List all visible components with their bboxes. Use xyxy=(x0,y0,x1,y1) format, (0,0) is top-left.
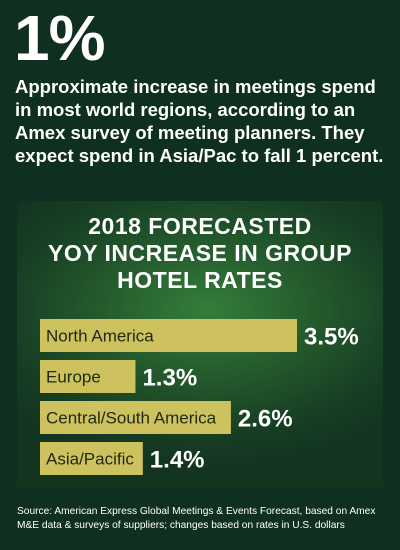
bar-category-label: Europe xyxy=(46,368,101,387)
chart-title-line-3: HOTEL RATES xyxy=(117,267,283,293)
chart-title-line-2: YOY INCREASE IN GROUP xyxy=(47,240,353,266)
bar-value-label: 3.5% xyxy=(304,324,359,351)
headline-description: Approximate increase in meetings spend i… xyxy=(15,76,384,166)
bar-category-label: North America xyxy=(46,327,154,346)
bar-central-south-america xyxy=(40,401,231,434)
bar-category-label: Central/South America xyxy=(46,409,217,428)
bar-value-label: 1.4% xyxy=(150,447,205,474)
bar-category-label: Asia/Pacific xyxy=(46,450,134,469)
chart-title: 2018 FORECASTED YOY INCREASE IN GROUP HO… xyxy=(0,213,400,294)
headline-stat: 1% xyxy=(14,2,105,74)
bar-value-label: 1.3% xyxy=(142,365,197,392)
source-note: Source: American Express Global Meetings… xyxy=(17,506,376,531)
bar-asia-pacific xyxy=(40,442,143,475)
bar-europe xyxy=(40,360,136,393)
bar-north-america xyxy=(40,319,297,352)
bar-value-label: 2.6% xyxy=(238,406,293,433)
chart-title-line-1: 2018 FORECASTED xyxy=(88,213,312,239)
